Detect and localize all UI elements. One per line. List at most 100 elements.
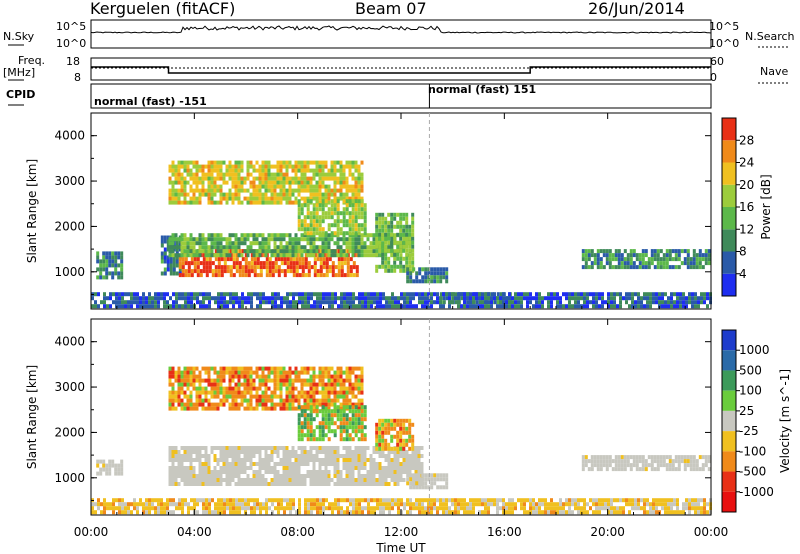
power-cell xyxy=(201,245,205,250)
power-cell xyxy=(617,249,621,254)
velocity-cell xyxy=(192,378,196,383)
power-cell xyxy=(237,160,241,165)
velocity-cell xyxy=(174,390,178,395)
power-cell xyxy=(213,184,217,189)
velocity-cell xyxy=(339,394,343,399)
velocity-cell xyxy=(241,506,244,511)
velocity-cell xyxy=(704,463,708,468)
velocity-cell xyxy=(306,421,310,426)
velocity-cell xyxy=(196,502,199,507)
power-cell xyxy=(303,223,307,228)
velocity-cell xyxy=(241,502,244,507)
power-cell xyxy=(196,261,200,266)
velocity-cell xyxy=(112,498,115,503)
velocity-cell xyxy=(174,378,178,383)
velocity-cell xyxy=(99,471,103,476)
power-cell xyxy=(181,292,184,297)
power-cell xyxy=(234,241,238,246)
power-cell xyxy=(430,279,434,284)
power-cell xyxy=(632,249,636,254)
velocity-cell xyxy=(411,438,415,443)
velocity-cell xyxy=(300,474,304,478)
velocity-cell xyxy=(297,454,301,458)
power-cell xyxy=(268,261,272,266)
power-cell xyxy=(372,237,376,242)
velocity-cell xyxy=(201,402,205,407)
power-cell xyxy=(243,233,247,238)
velocity-cell xyxy=(418,506,421,511)
velocity-cell xyxy=(279,366,283,371)
power-cell xyxy=(397,304,400,309)
power-cell xyxy=(682,304,685,309)
velocity-cell xyxy=(240,482,244,486)
velocity-cell xyxy=(177,398,181,403)
power-cell xyxy=(325,273,329,278)
power-cell xyxy=(340,296,343,301)
power-cell xyxy=(466,292,469,297)
velocity-cell xyxy=(300,413,304,418)
power-cell xyxy=(169,259,173,264)
velocity-cell xyxy=(360,413,364,418)
power-cell xyxy=(247,269,251,274)
cpid-label: CPID xyxy=(6,88,36,101)
velocity-cell xyxy=(614,463,618,468)
power-cell xyxy=(183,237,187,242)
power-cell xyxy=(454,296,457,301)
power-cell xyxy=(656,257,660,262)
velocity-cell xyxy=(354,394,358,399)
velocity-cell xyxy=(151,498,154,503)
power-cell xyxy=(256,292,259,297)
power-cell xyxy=(635,253,639,258)
power-cell xyxy=(201,176,205,181)
velocity-cell xyxy=(324,413,328,418)
power-cell xyxy=(270,200,274,205)
power-cell xyxy=(402,244,406,249)
power-cell xyxy=(279,172,283,177)
power-cell xyxy=(339,253,343,258)
power-cell xyxy=(315,164,319,169)
velocity-cell xyxy=(689,467,693,472)
velocity-cell xyxy=(192,402,196,407)
velocity-cell xyxy=(457,510,460,515)
power-cell xyxy=(327,237,331,242)
power-cell xyxy=(321,253,325,258)
power-cell xyxy=(358,292,361,297)
velocity-cell xyxy=(279,394,283,399)
power-cell xyxy=(282,184,286,189)
power-cell xyxy=(409,300,412,305)
power-cell xyxy=(294,237,298,242)
velocity-cell xyxy=(219,366,223,371)
velocity-cell xyxy=(390,422,394,427)
power-cell xyxy=(337,261,341,266)
velocity-cell xyxy=(345,458,349,462)
velocity-cell xyxy=(384,446,388,451)
velocity-cell xyxy=(369,478,373,482)
power-cell xyxy=(244,265,248,270)
velocity-cell xyxy=(246,474,250,478)
velocity-cell xyxy=(189,458,193,462)
velocity-cell xyxy=(396,442,400,447)
velocity-cell xyxy=(339,366,343,371)
power-cell xyxy=(183,192,187,197)
power-cell xyxy=(363,219,367,224)
velocity-cell xyxy=(276,370,280,375)
power-cell xyxy=(315,207,319,212)
power-cell xyxy=(337,296,340,301)
power-cell xyxy=(289,269,293,274)
power-cell xyxy=(517,292,520,297)
power-cell xyxy=(255,241,259,246)
velocity-cell xyxy=(102,467,106,472)
power-cell xyxy=(190,304,193,309)
power-cell xyxy=(208,292,211,297)
power-cell xyxy=(331,292,334,297)
velocity-cell xyxy=(420,470,424,474)
velocity-cell xyxy=(291,386,295,391)
power-cell xyxy=(526,292,529,297)
power-cell xyxy=(351,188,355,193)
power-cell xyxy=(478,304,481,309)
velocity-cell xyxy=(354,466,358,470)
power-cell xyxy=(177,245,181,250)
power-cell xyxy=(316,292,319,297)
velocity-cell xyxy=(370,498,373,503)
